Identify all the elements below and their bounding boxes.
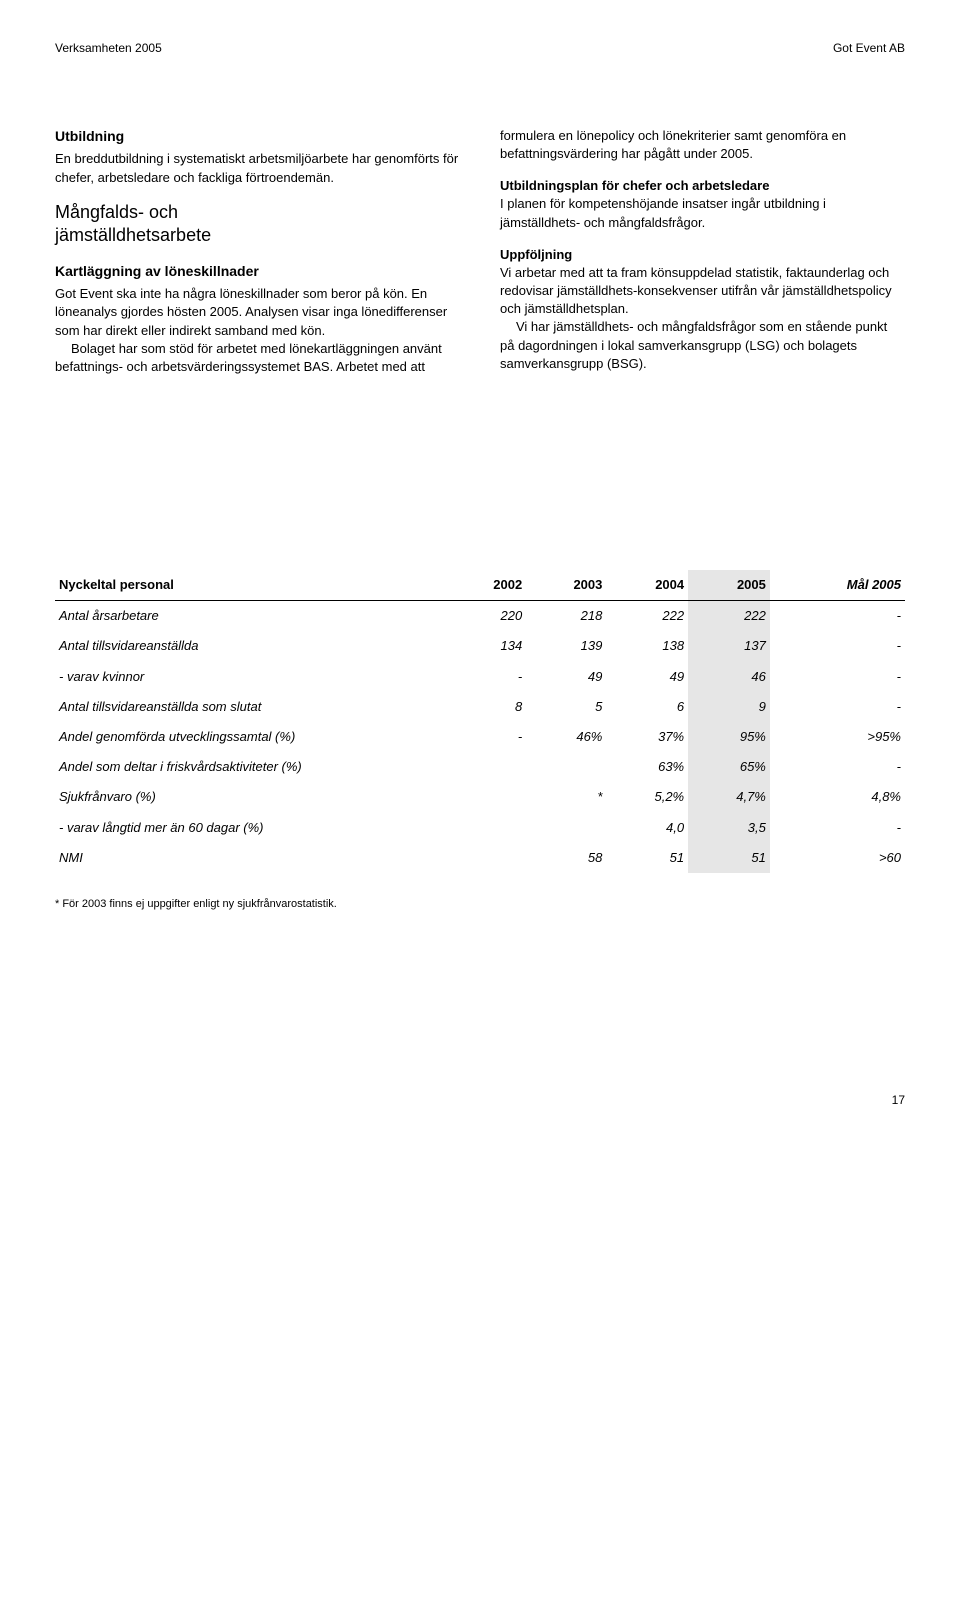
cell: 65%: [688, 752, 770, 782]
cell: 51: [606, 843, 688, 873]
cell: 5,2%: [606, 782, 688, 812]
page-number: 17: [55, 1092, 905, 1109]
cell: 8: [446, 692, 526, 722]
col-header: 2005: [688, 570, 770, 601]
cell: 95%: [688, 722, 770, 752]
heading-mangfalds-line1: Mångfalds- och: [55, 202, 178, 222]
para-kartlaggning-1: Got Event ska inte ha några löneskillnad…: [55, 285, 460, 340]
cell: 9: [688, 692, 770, 722]
col-header: Mål 2005: [770, 570, 905, 601]
row-label: - varav långtid mer än 60 dagar (%): [55, 813, 446, 843]
para-uppfoljning-1-body: Vi arbetar med att ta fram könsuppdelad …: [500, 265, 892, 316]
row-label: Andel som deltar i friskvårdsaktiviteter…: [55, 752, 446, 782]
cell: 139: [526, 631, 606, 661]
cell: 58: [526, 843, 606, 873]
cell: -: [446, 662, 526, 692]
para-kartlaggning-2: Bolaget har som stöd för arbetet med lön…: [55, 340, 460, 376]
heading-utbildning: Utbildning: [55, 127, 460, 147]
row-label: Antal tillsvidareanställda: [55, 631, 446, 661]
cell: [446, 813, 526, 843]
para-lonepolicy: formulera en lönepolicy och lönekriterie…: [500, 127, 905, 163]
para-utbildning: En breddutbildning i systematiskt arbets…: [55, 150, 460, 186]
table-row: Antal årsarbetare220218222222-: [55, 601, 905, 632]
row-label: Andel genomförda utvecklingssamtal (%): [55, 722, 446, 752]
table-row: - varav kvinnor-494946-: [55, 662, 905, 692]
cell: 49: [606, 662, 688, 692]
row-label: Sjukfrånvaro (%): [55, 782, 446, 812]
cell: *: [526, 782, 606, 812]
cell: 3,5: [688, 813, 770, 843]
cell: 63%: [606, 752, 688, 782]
cell: 5: [526, 692, 606, 722]
cell: 37%: [606, 722, 688, 752]
header-right: Got Event AB: [833, 40, 905, 57]
cell: 49: [526, 662, 606, 692]
cell: >60: [770, 843, 905, 873]
heading-mangfalds-line2: jämställdhetsarbete: [55, 225, 211, 245]
cell: [526, 813, 606, 843]
cell: 6: [606, 692, 688, 722]
cell: [446, 843, 526, 873]
heading-utbildningsplan: Utbildningsplan för chefer och arbetsled…: [500, 178, 769, 193]
table-row: Antal tillsvidareanställda134139138137-: [55, 631, 905, 661]
cell: 4,8%: [770, 782, 905, 812]
table-row: Antal tillsvidareanställda som slutat856…: [55, 692, 905, 722]
cell: 46%: [526, 722, 606, 752]
cell: 137: [688, 631, 770, 661]
para-utbildningsplan-body: I planen för kompetenshöjande insatser i…: [500, 196, 826, 229]
col-header: 2003: [526, 570, 606, 601]
heading-mangfalds: Mångfalds- och jämställdhetsarbete: [55, 201, 460, 248]
col-header: 2004: [606, 570, 688, 601]
col-header: 2002: [446, 570, 526, 601]
heading-kartlaggning: Kartläggning av löneskillnader: [55, 262, 460, 282]
table-title: Nyckeltal personal: [55, 570, 446, 601]
cell: 222: [606, 601, 688, 632]
row-label: Antal tillsvidareanställda som slutat: [55, 692, 446, 722]
cell: 134: [446, 631, 526, 661]
table-row: Sjukfrånvaro (%) *5,2%4,7%4,8%: [55, 782, 905, 812]
right-column: formulera en lönepolicy och lönekriterie…: [500, 127, 905, 390]
cell: 4,7%: [688, 782, 770, 812]
para-uppfoljning-1: Uppföljning Vi arbetar med att ta fram k…: [500, 246, 905, 319]
cell: >95%: [770, 722, 905, 752]
row-label: Antal årsarbetare: [55, 601, 446, 632]
cell: 220: [446, 601, 526, 632]
cell: [446, 752, 526, 782]
header-left: Verksamheten 2005: [55, 40, 162, 57]
cell: -: [770, 631, 905, 661]
cell: -: [770, 813, 905, 843]
cell: 46: [688, 662, 770, 692]
para-utbildningsplan: Utbildningsplan för chefer och arbetsled…: [500, 177, 905, 232]
cell: -: [770, 752, 905, 782]
para-uppfoljning-2: Vi har jämställdhets- och mångfaldsfrågo…: [500, 318, 905, 373]
cell: -: [770, 692, 905, 722]
cell: 51: [688, 843, 770, 873]
cell: 138: [606, 631, 688, 661]
table-row: - varav långtid mer än 60 dagar (%) 4,03,…: [55, 813, 905, 843]
cell: [446, 782, 526, 812]
cell: -: [770, 601, 905, 632]
row-label: - varav kvinnor: [55, 662, 446, 692]
cell: -: [446, 722, 526, 752]
table-row: NMI585151>60: [55, 843, 905, 873]
cell: 222: [688, 601, 770, 632]
cell: 4,0: [606, 813, 688, 843]
cell: -: [770, 662, 905, 692]
nyckeltal-table: Nyckeltal personal 2002 2003 2004 2005 M…: [55, 570, 905, 873]
table-row: Andel genomförda utvecklingssamtal (%)-4…: [55, 722, 905, 752]
table-footnote: * För 2003 finns ej uppgifter enligt ny …: [55, 897, 905, 912]
left-column: Utbildning En breddutbildning i systemat…: [55, 127, 460, 390]
table-row: Andel som deltar i friskvårdsaktiviteter…: [55, 752, 905, 782]
cell: 218: [526, 601, 606, 632]
heading-uppfoljning: Uppföljning: [500, 247, 572, 262]
cell: [526, 752, 606, 782]
row-label: NMI: [55, 843, 446, 873]
